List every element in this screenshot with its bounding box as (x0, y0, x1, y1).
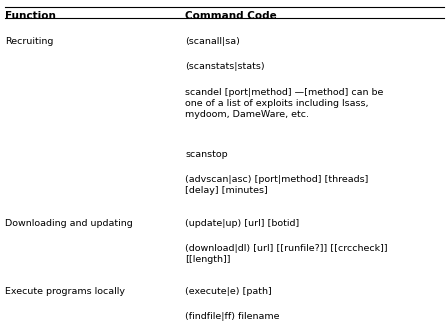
Text: Recruiting: Recruiting (5, 37, 54, 46)
Text: scanstop: scanstop (185, 150, 228, 159)
Text: (execute|e) [path]: (execute|e) [path] (185, 287, 272, 296)
Text: (findfile|ff) filename: (findfile|ff) filename (185, 312, 280, 321)
Text: (update|up) [url] [botid]: (update|up) [url] [botid] (185, 219, 299, 228)
Text: Command Code: Command Code (185, 11, 277, 21)
Text: (advscan|asc) [port|method] [threads]
[delay] [minutes]: (advscan|asc) [port|method] [threads] [d… (185, 175, 368, 195)
Text: Execute programs locally: Execute programs locally (5, 287, 125, 296)
Text: Function: Function (5, 11, 56, 21)
Text: (scanstats|stats): (scanstats|stats) (185, 62, 265, 71)
Text: Downloading and updating: Downloading and updating (5, 219, 133, 228)
Text: (scanall|sa): (scanall|sa) (185, 37, 240, 46)
Text: (download|dl) [url] [[runfile?]] [[crccheck]]
[[length]]: (download|dl) [url] [[runfile?]] [[crcch… (185, 244, 388, 264)
Text: scandel [port|method] —[method] can be
one of a list of exploits including lsass: scandel [port|method] —[method] can be o… (185, 88, 384, 119)
